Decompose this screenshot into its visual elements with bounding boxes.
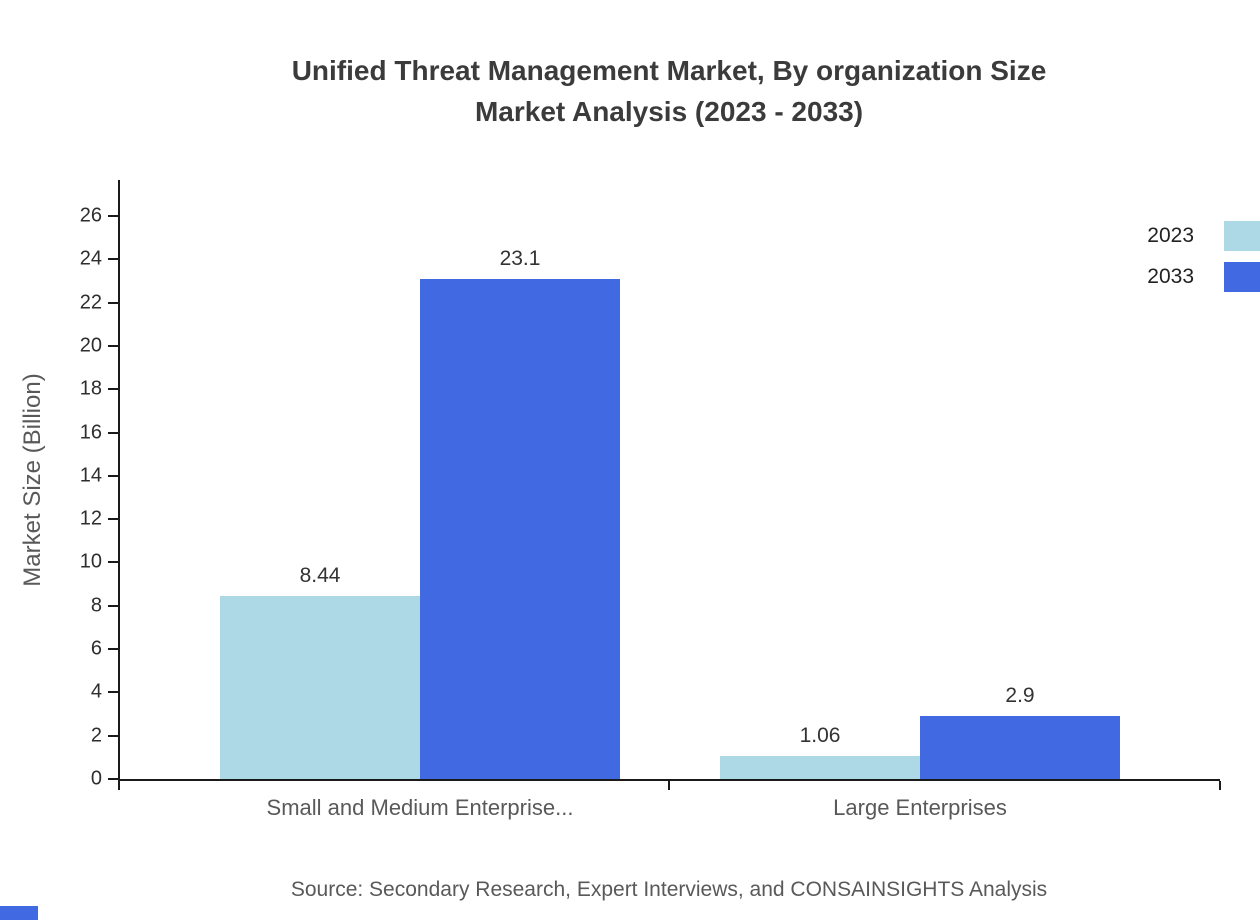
- y-tick: [108, 474, 118, 477]
- x-tick: [668, 781, 670, 790]
- y-tick-label: 12: [79, 507, 102, 530]
- y-tick-label: 10: [79, 550, 102, 573]
- source-note: Source: Secondary Research, Expert Inter…: [290, 878, 1048, 901]
- y-tick: [108, 344, 118, 347]
- y-tick: [108, 431, 118, 434]
- y-tick-label: 2: [90, 724, 102, 747]
- y-tick: [108, 518, 118, 521]
- legend-swatch: [1224, 221, 1260, 251]
- y-tick-label: 22: [79, 291, 102, 314]
- bar-2033-category-0: [420, 279, 620, 779]
- y-tick-label: 18: [79, 377, 102, 400]
- y-tick: [108, 734, 118, 737]
- bar-value-label: 23.1: [499, 247, 541, 270]
- y-tick-label: 14: [79, 464, 102, 487]
- legend-swatch: [1224, 262, 1260, 292]
- x-tick: [1219, 781, 1221, 790]
- legend-label: 2023: [1147, 224, 1194, 247]
- y-tick-label: 4: [90, 680, 102, 703]
- chart-title: Unified Threat Management Market, By org…: [118, 50, 1220, 132]
- y-tick: [108, 258, 118, 261]
- x-category-label: Large Enterprises: [833, 795, 1007, 820]
- y-tick: [108, 778, 118, 780]
- y-tick: [108, 691, 118, 694]
- y-tick-label: 24: [79, 247, 102, 270]
- bar-value-label: 2.9: [1005, 684, 1035, 707]
- y-tick: [108, 388, 118, 391]
- y-tick-label: 26: [79, 204, 102, 227]
- y-tick: [108, 604, 118, 607]
- plot-area: 0 2 4 6 8 10 12 14 16 18 20 22 24 26 8.44 23.1 Small and…: [80, 180, 1221, 820]
- corner-accent: [0, 906, 38, 920]
- bar-2033-category-1: [920, 716, 1120, 779]
- chart-title-line1: Unified Threat Management Market, By org…: [291, 55, 1047, 86]
- legend-label: 2033: [1147, 265, 1194, 288]
- y-tick: [108, 561, 118, 564]
- x-tick: [118, 781, 120, 790]
- bar-value-label: 8.44: [299, 564, 341, 587]
- legend: 2023 2033: [1147, 221, 1260, 292]
- y-tick: [108, 648, 118, 651]
- x-axis-line: [118, 779, 1220, 781]
- y-tick-label: 8: [90, 594, 102, 617]
- y-axis-title: Market Size (Billion): [19, 373, 46, 587]
- y-tick-label: 20: [79, 334, 102, 357]
- y-tick-label: 0: [90, 767, 102, 790]
- bar-value-label: 1.06: [799, 724, 841, 747]
- legend-item-2023: 2023: [1147, 221, 1260, 251]
- bar-2023-category-1: [720, 756, 920, 779]
- y-tick: [108, 215, 118, 217]
- y-axis-line: [118, 180, 120, 781]
- bar-2023-category-0: [220, 596, 420, 779]
- x-category-label: Small and Medium Enterprise...: [266, 795, 574, 820]
- chart-title-line2: Market Analysis (2023 - 2033): [474, 96, 864, 127]
- y-tick-label: 6: [90, 637, 102, 660]
- y-tick: [108, 301, 118, 304]
- y-tick-label: 16: [79, 421, 102, 444]
- legend-item-2033: 2033: [1147, 262, 1260, 292]
